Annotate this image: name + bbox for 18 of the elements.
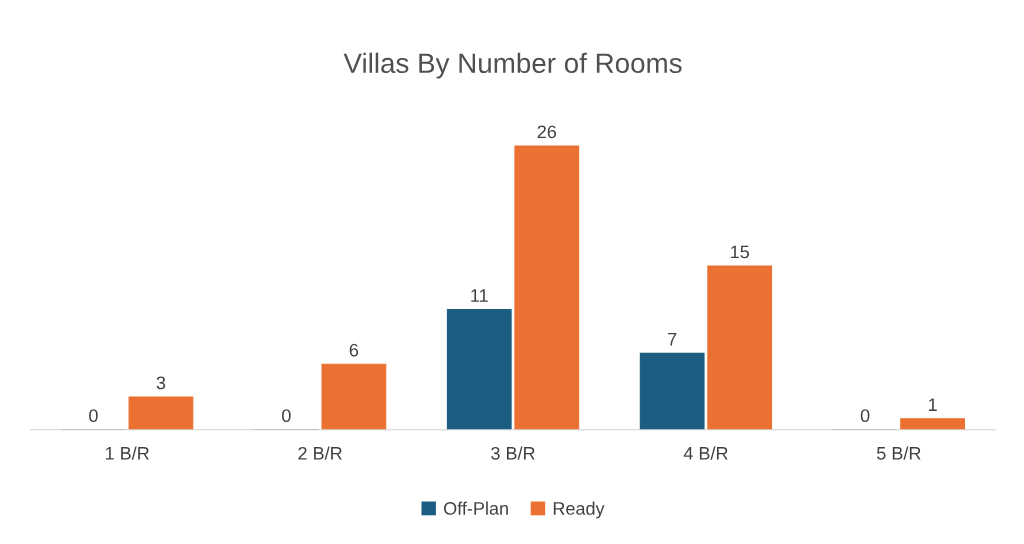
data-label: 1 <box>928 398 937 411</box>
data-label: 11 <box>471 289 488 302</box>
data-label: 26 <box>537 125 557 139</box>
x-tick-label: 2 B/R <box>298 446 342 460</box>
x-tick-label: 1 B/R <box>105 446 149 460</box>
data-label: 0 <box>282 409 291 423</box>
x-tick-label: 4 B/R <box>683 446 728 460</box>
data-label: 6 <box>349 343 359 357</box>
x-tick-label: 5 B/R <box>877 446 921 460</box>
data-label: 3 <box>156 376 166 390</box>
legend-label: Off-Plan <box>444 501 508 515</box>
data-label: 15 <box>731 245 749 259</box>
x-tick-label: 3 B/R <box>491 446 535 460</box>
data-label: 0 <box>89 409 98 423</box>
legend-label: Ready <box>553 501 605 519</box>
chart-title: Villas By Number of Rooms <box>343 52 682 79</box>
data-label: 0 <box>860 409 870 423</box>
data-label: 7 <box>668 333 677 346</box>
